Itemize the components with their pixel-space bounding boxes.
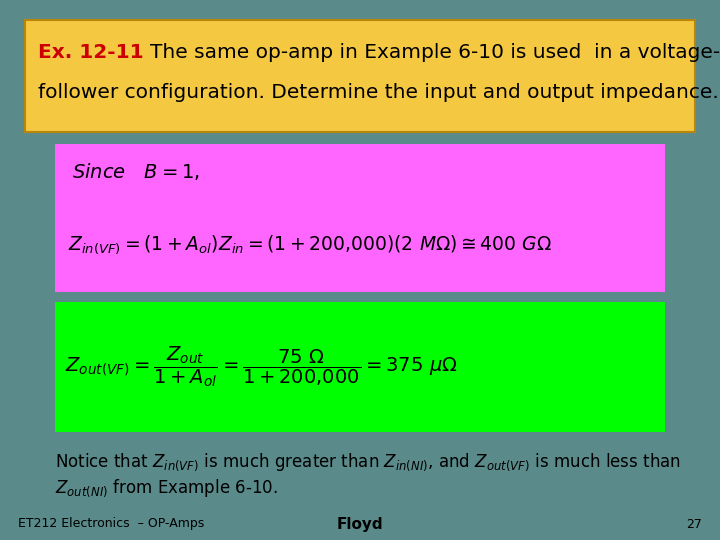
Text: $Z_{out(VF)} = \dfrac{Z_{out}}{1+A_{ol}} = \dfrac{75\ \Omega}{1+200{,}000} = 375: $Z_{out(VF)} = \dfrac{Z_{out}}{1+A_{ol}}… xyxy=(65,345,458,389)
Text: $Z_{in(VF)} = (1+A_{ol})Z_{in} = (1+200{,}000)(2\ M\Omega) \cong 400\ G\Omega$: $Z_{in(VF)} = (1+A_{ol})Z_{in} = (1+200{… xyxy=(68,234,552,256)
FancyBboxPatch shape xyxy=(55,144,665,292)
Text: The same op-amp in Example 6-10 is used  in a voltage-: The same op-amp in Example 6-10 is used … xyxy=(150,43,720,62)
FancyBboxPatch shape xyxy=(55,302,665,432)
Text: ET212 Electronics  – OP-Amps: ET212 Electronics – OP-Amps xyxy=(18,517,204,530)
Text: Ex. 12-11: Ex. 12-11 xyxy=(38,43,143,62)
Text: $Z_{out(NI)}$ from Example 6-10.: $Z_{out(NI)}$ from Example 6-10. xyxy=(55,477,278,499)
Text: Notice that $Z_{in(VF)}$ is much greater than $Z_{in(NI)}$, and $Z_{out(VF)}$ is: Notice that $Z_{in(VF)}$ is much greater… xyxy=(55,451,681,473)
Text: Floyd: Floyd xyxy=(337,516,383,531)
Text: $\mathit{Since} \quad B = 1,$: $\mathit{Since} \quad B = 1,$ xyxy=(72,161,200,183)
Text: 27: 27 xyxy=(686,517,702,530)
Text: follower configuration. Determine the input and output impedance.: follower configuration. Determine the in… xyxy=(38,83,719,102)
FancyBboxPatch shape xyxy=(25,20,695,132)
